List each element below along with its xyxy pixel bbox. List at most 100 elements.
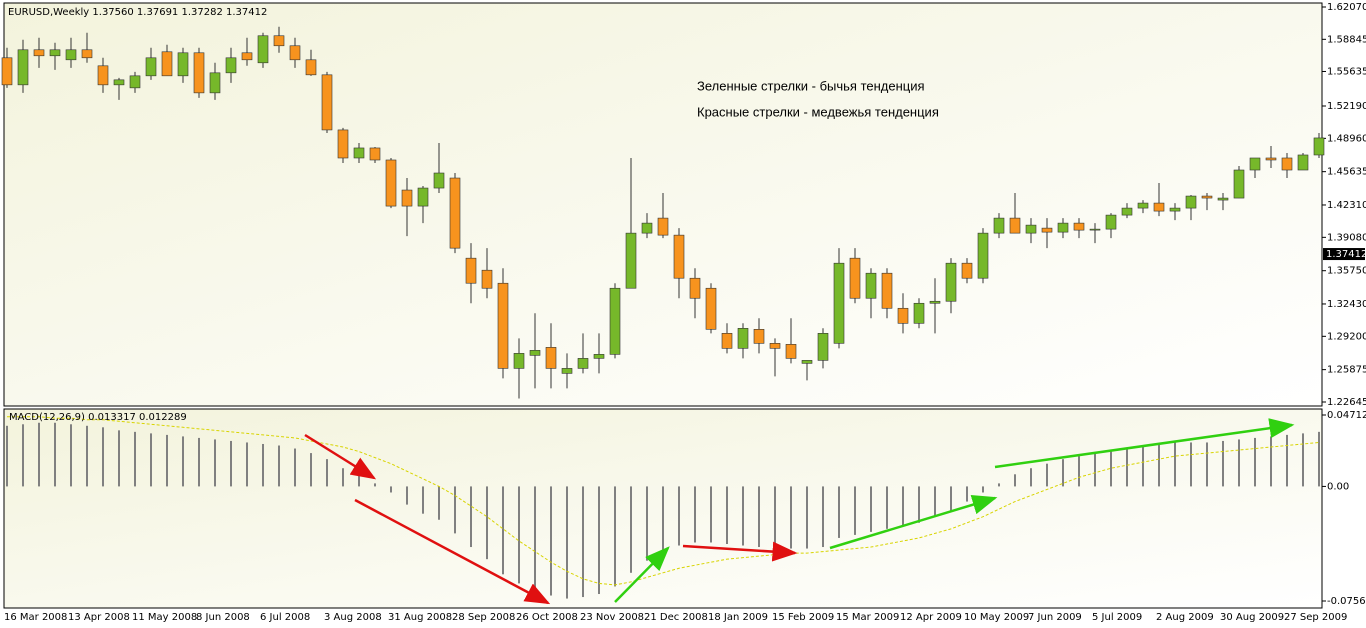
red-arrow [354, 498, 551, 605]
candle-body [1313, 137, 1325, 156]
x-tick-label: 15 Mar 2009 [836, 612, 899, 623]
y-tick-label: 0.047122 [1327, 410, 1366, 421]
x-tick-label: 28 Sep 2008 [452, 612, 515, 623]
candle-body [417, 187, 429, 207]
candle-body [193, 52, 205, 94]
candle-body [881, 272, 893, 309]
candle-body [801, 360, 813, 364]
candle-body [257, 35, 269, 64]
candle-body [1, 57, 13, 86]
y-tick-label: 1.29200 [1327, 331, 1366, 342]
candle-body [657, 217, 669, 236]
candle-body [561, 368, 573, 374]
candle-body [129, 75, 141, 89]
candle-body [1297, 154, 1309, 171]
candle-body [705, 287, 717, 330]
candle-body [49, 49, 61, 57]
y-tick-label: 1.35750 [1327, 266, 1366, 277]
red-arrow [682, 541, 798, 562]
x-tick-label: 30 Aug 2009 [1220, 612, 1284, 623]
annotation: Красные стрелки - медвежья тенденция [697, 104, 939, 119]
candle-body [241, 52, 253, 61]
candle-body [769, 343, 781, 349]
candle-body [353, 147, 365, 159]
candle-body [545, 347, 557, 369]
candle-body [497, 282, 509, 369]
candle-body [305, 59, 317, 76]
red-arrow [304, 433, 377, 480]
candle-body [1137, 202, 1149, 209]
candle-body [1217, 197, 1229, 201]
candle-body [289, 45, 301, 61]
candle-body [225, 57, 237, 74]
candle-body [17, 49, 29, 86]
y-tick-label: 1.55635 [1327, 66, 1366, 77]
x-tick-label: 5 Jul 2009 [1092, 612, 1142, 623]
x-tick-label: 12 Apr 2009 [900, 612, 962, 623]
candle-body [465, 257, 477, 284]
candle-body [1249, 157, 1261, 171]
green-arrow [614, 546, 670, 603]
candle-body [1169, 207, 1181, 212]
candle-body [865, 272, 877, 299]
y-tick-label: 1.62070 [1327, 2, 1366, 13]
candle-body [1153, 202, 1165, 212]
candle-body [977, 232, 989, 279]
candle-body [321, 74, 333, 131]
trend-arrows [304, 418, 1295, 605]
candle-body [1041, 227, 1053, 233]
candle-body [961, 262, 973, 279]
x-tick-label: 7 Jun 2009 [1028, 612, 1082, 623]
candle-body [673, 234, 685, 279]
y-tick-label: 1.22645 [1327, 397, 1366, 408]
candle-body [929, 300, 941, 304]
candle-body [1105, 214, 1117, 230]
candle-body [113, 79, 125, 86]
macd-title: MACD(12,26,9) 0.013317 0.012289 [9, 412, 187, 423]
candle-body [897, 307, 909, 324]
candle-body [913, 302, 925, 324]
candle-body [513, 353, 525, 369]
candle-body [449, 177, 461, 249]
candle-body [97, 65, 109, 86]
candle-body [1009, 217, 1021, 234]
candle-body [1089, 228, 1101, 231]
candle-body [945, 262, 957, 302]
current-price-box [1323, 248, 1365, 261]
x-tick-label: 8 Jun 2008 [196, 612, 250, 623]
annotation: Зеленные стрелки - бычья тенденция [697, 78, 925, 93]
candle-body [1265, 157, 1277, 161]
candle-body [1281, 157, 1293, 171]
y-tick-label: 1.45635 [1327, 167, 1366, 178]
y-tick-label: -0.075608 [1327, 596, 1366, 607]
candle-body [593, 354, 605, 359]
y-tick-label: 1.58845 [1327, 34, 1366, 45]
candle-body [1057, 222, 1069, 233]
x-tick-label: 6 Jul 2008 [260, 612, 310, 623]
x-tick-label: 10 May 2009 [964, 612, 1029, 623]
candle-body [817, 333, 829, 361]
candle-body [385, 159, 397, 207]
candle-body [849, 257, 861, 299]
y-tick-label: 1.52190 [1327, 101, 1366, 112]
candle-body [273, 35, 285, 47]
candle-body [721, 333, 733, 349]
y-tick-label: 0.00 [1327, 481, 1349, 492]
x-tick-label: 11 May 2008 [132, 612, 197, 623]
candle-body [689, 277, 701, 299]
candle-body [433, 172, 445, 189]
candle-body [1185, 195, 1197, 209]
signal-line [7, 416, 1320, 586]
candle-body [481, 269, 493, 289]
candle-body [1025, 224, 1037, 234]
y-tick-label: 1.32430 [1327, 299, 1366, 310]
candle-body [209, 72, 221, 94]
candle-body [145, 57, 157, 77]
x-tick-label: 31 Aug 2008 [388, 612, 452, 623]
candle-body [529, 350, 541, 356]
candle-body [161, 51, 173, 77]
x-tick-label: 16 Mar 2008 [4, 612, 67, 623]
candle-body [753, 329, 765, 344]
